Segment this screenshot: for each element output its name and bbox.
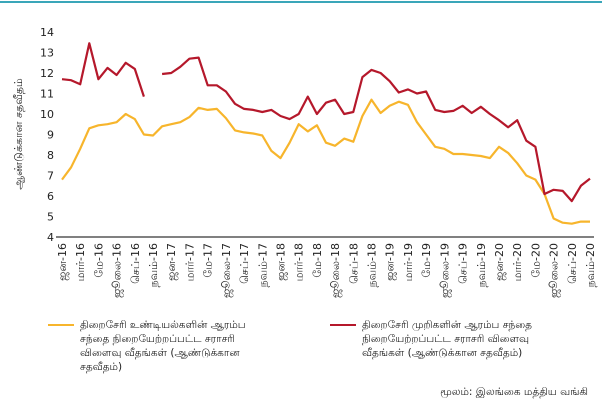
x-tick-label: மே-19	[420, 243, 433, 278]
x-tick-label: செப்-19	[457, 243, 470, 284]
series-line	[61, 42, 591, 203]
legend-swatch	[48, 324, 74, 326]
x-tick-label: ஜூலை-18	[329, 243, 343, 298]
x-tick-label: மார்-17	[183, 243, 196, 281]
x-tick-label: மே-17	[202, 243, 215, 278]
x-tick-label: ஜன-20	[493, 243, 507, 281]
legend-swatch	[330, 324, 356, 326]
y-tick-label: 9	[47, 129, 54, 142]
x-tick-label: ஜன-18	[274, 243, 288, 281]
x-tick-label: மார்-18	[293, 243, 306, 281]
y-tick-label: 4	[47, 231, 54, 244]
y-tick-label: 6	[47, 190, 54, 203]
x-tick-label: மே-20	[529, 243, 542, 278]
x-tick-label: ஜூலை-17	[220, 243, 234, 298]
x-tick-label: செப்-17	[238, 243, 251, 284]
legend-item: திறைசேரி முறிகளின் ஆரம்ப சந்தை நிறையேற்ற…	[330, 318, 560, 360]
x-tick-label: நவம்-20	[584, 243, 597, 287]
y-tick-label: 5	[47, 211, 54, 224]
legend-item: திறைசேரி உண்டியல்களின் ஆரம்ப சந்தை நிறைய…	[48, 318, 278, 374]
x-tick-label: மே-16	[92, 243, 105, 278]
source: மூலம்: இலங்கை மத்திய வங்கி	[440, 386, 588, 398]
series-line	[61, 98, 590, 225]
y-tick-label: 10	[40, 108, 54, 121]
y-tick-label: 11	[40, 88, 54, 101]
x-tick-label: ஜூலை-19	[438, 243, 452, 298]
x-tick-label: செப்-16	[129, 243, 142, 284]
y-tick-label: 13	[40, 47, 54, 60]
x-tick-label: நவம்-17	[256, 243, 269, 287]
x-tick-label: ஜன-16	[56, 243, 70, 281]
x-tick-label: மார்-16	[74, 243, 87, 281]
legend-label: திறைசேரி உண்டியல்களின் ஆரம்ப சந்தை நிறைய…	[80, 319, 246, 373]
x-tick-label: ஜூலை-16	[111, 243, 125, 298]
y-axis-label: ஆண்டுக்கான சதவீதம்	[12, 78, 25, 190]
x-tick-label: ஜூலை-20	[548, 243, 562, 298]
x-tick-label: மார்-20	[511, 243, 524, 281]
y-tick-label: 12	[40, 67, 54, 80]
x-tick-label: நவம்-18	[366, 243, 379, 287]
x-tick-label: மார்-19	[402, 243, 415, 281]
x-tick-label: ஜன-19	[384, 243, 398, 281]
x-tick-label: நவம்-19	[475, 243, 488, 287]
y-tick-label: 14	[40, 26, 54, 39]
legend-label: திறைசேரி முறிகளின் ஆரம்ப சந்தை நிறையேற்ற…	[362, 319, 533, 359]
x-tick-label: நவம்-16	[147, 243, 160, 287]
x-tick-label: மே-18	[311, 243, 324, 278]
x-tick-label: ஜன-17	[165, 243, 179, 281]
y-tick-label: 8	[47, 149, 54, 162]
chart: ஆண்டுக்கான சதவீதம் 4 5 6 7 8 9 10 11 12 13 14 ஜன-16…	[0, 1, 602, 298]
y-tick-label: 7	[47, 170, 54, 183]
x-tick-label: செப்-18	[347, 243, 360, 284]
x-tick-label: செப்-20	[566, 243, 579, 284]
